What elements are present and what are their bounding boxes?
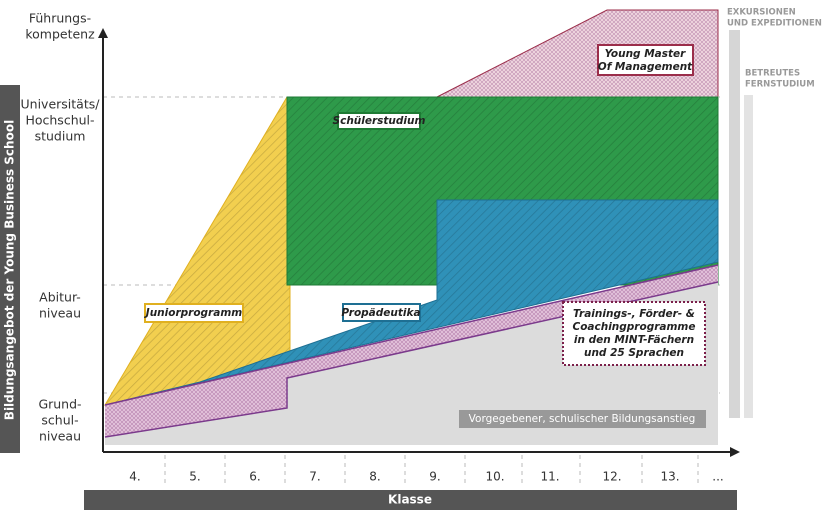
y-title-bar	[0, 85, 20, 453]
class-label: 13.	[660, 470, 679, 484]
program-label: Schülerstudium	[333, 115, 426, 127]
program-label: Coachingprogramme	[573, 321, 696, 333]
class-label: 6.	[249, 470, 260, 484]
class-label: 7.	[309, 470, 320, 484]
y-axis-title: Bildungsangebot der Young Business Schoo…	[3, 120, 17, 420]
program-label: Of Management	[598, 61, 693, 73]
studium-box	[337, 112, 421, 130]
side-label: EXKURSIONEN	[727, 8, 796, 18]
level-label: kompetenz	[25, 27, 95, 42]
level-label: schul-	[41, 413, 78, 428]
level-label: studium	[35, 129, 86, 144]
excursion-bar	[729, 30, 740, 418]
x-axis-title: Klasse	[388, 493, 432, 507]
level-label: niveau	[39, 429, 81, 444]
class-label: ...	[712, 470, 723, 484]
class-label: 5.	[189, 470, 200, 484]
x-title-bar	[84, 490, 737, 510]
trainings-line	[104, 264, 719, 406]
school-line	[104, 281, 719, 438]
program-label: in den MINT-Fächern	[574, 334, 694, 346]
propaedeutika-box	[342, 303, 421, 322]
baseline-box	[459, 410, 706, 428]
distance-bar	[744, 95, 753, 418]
y-arrow	[98, 28, 108, 38]
trainings-box	[562, 301, 706, 366]
class-label: 9.	[429, 470, 440, 484]
level-label: Universitäts/	[21, 97, 101, 112]
master-box	[597, 44, 694, 76]
class-label: 12.	[602, 470, 621, 484]
level-label: niveau	[39, 306, 81, 321]
x-arrow	[730, 447, 740, 457]
class-label: 11.	[540, 470, 559, 484]
junior-box	[144, 303, 244, 323]
program-label: und 25 Sprachen	[584, 347, 684, 359]
side-label: FERNSTUDIUM	[745, 80, 815, 90]
program-label: Trainings-, Förder- &	[573, 308, 695, 320]
program-label: Young Master	[605, 48, 687, 60]
program-label: Propädeutika	[341, 307, 420, 319]
level-label: Führungs-	[29, 11, 91, 26]
level-label: Abitur-	[39, 290, 81, 305]
side-label: UND EXPEDITIONEN	[727, 19, 822, 29]
class-labels: 4. 5. 6. 7. 8. 9. 10. 11. 12. 13....	[129, 470, 723, 484]
level-label: Grund-	[38, 397, 81, 412]
level-label: Hochschul-	[25, 113, 94, 128]
baseline-label: Vorgegebener, schulischer Bildungsanstie…	[469, 413, 696, 425]
class-label: 8.	[369, 470, 380, 484]
class-label: 10.	[485, 470, 504, 484]
side-label: BETREUTES	[745, 69, 800, 79]
junior-hatch	[104, 96, 291, 406]
program-label: Juniorprogramm	[144, 307, 242, 319]
class-label: 4.	[129, 470, 140, 484]
axes	[102, 35, 733, 453]
